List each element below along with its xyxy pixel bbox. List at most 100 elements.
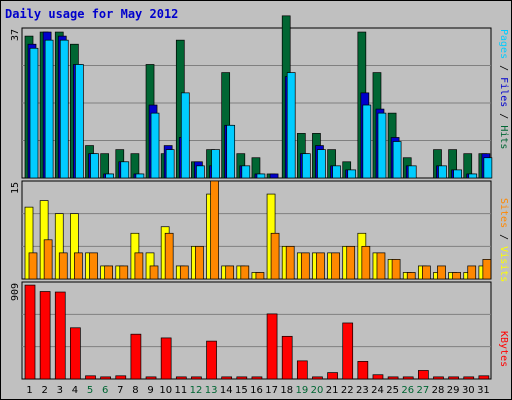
sites-bar: [422, 265, 431, 280]
legend-separator: /: [498, 228, 509, 247]
pages-bar: [90, 153, 99, 179]
sites-bar: [255, 272, 265, 280]
x-tick-label: 16: [250, 385, 263, 396]
pages-bar: [75, 64, 84, 179]
pages-bar: [120, 161, 130, 179]
x-tick-label: 23: [356, 385, 369, 396]
kbytes-bar: [296, 360, 308, 380]
x-tick-label: 14: [220, 385, 233, 396]
pages-bar: [180, 92, 190, 179]
pages-bar: [44, 39, 54, 179]
plot-area-visits-sites: [21, 180, 492, 280]
kbytes-bar: [221, 376, 233, 380]
sites-bar: [210, 180, 219, 280]
x-tick-label: 5: [87, 385, 93, 396]
x-tick-label: 27: [417, 385, 430, 396]
kbytes-bar: [448, 376, 459, 380]
x-tick-label: 9: [147, 385, 153, 396]
sites-bar: [361, 245, 371, 280]
sites-bar: [89, 252, 98, 280]
pages-bar: [241, 165, 251, 179]
sites-bar: [58, 252, 68, 280]
sites-bar: [195, 245, 204, 280]
kbytes-bar: [130, 333, 142, 380]
pages-bar: [196, 165, 205, 179]
sites-bar: [104, 265, 113, 280]
legend-kbytes: KBytes: [498, 331, 509, 368]
x-tick-label: 18: [280, 385, 293, 396]
sites-bar: [391, 259, 401, 280]
x-tick-label: 12: [190, 385, 203, 396]
legend-pages: Pages: [498, 29, 509, 60]
x-tick-label: 31: [477, 385, 490, 396]
kbytes-bar: [402, 376, 414, 380]
kbytes-bar: [145, 376, 157, 380]
kbytes-bar: [387, 376, 399, 380]
pages-bar: [347, 169, 357, 179]
x-tick-label: 21: [326, 385, 339, 396]
legend-hits: Hits: [498, 125, 509, 150]
legend-visits: Visits: [498, 246, 509, 283]
sites-bar: [119, 265, 129, 280]
sites-bar: [467, 265, 477, 280]
max-label-kbytes-panel: 909: [10, 282, 21, 301]
kbytes-bar: [251, 376, 263, 380]
legend-visits-panel: Sites / Visits: [498, 198, 509, 282]
kbytes-bar: [463, 376, 475, 380]
x-tick-label: 13: [205, 385, 218, 396]
x-tick-label: 19: [296, 385, 309, 396]
kbytes-bar: [160, 337, 172, 380]
kbytes-bar: [39, 291, 51, 380]
sites-bar: [225, 265, 235, 280]
pages-bar: [468, 173, 478, 179]
kbytes-bar: [24, 284, 36, 380]
legend-files: Files: [498, 77, 509, 108]
max-label-hits-panel: 37: [10, 28, 21, 41]
x-tick-label: 24: [371, 385, 384, 396]
x-tick-label: 29: [447, 385, 460, 396]
pages-bar: [59, 39, 69, 179]
kbytes-bar: [342, 322, 354, 380]
x-tick-label: 8: [132, 385, 138, 396]
pages-bar: [317, 149, 326, 179]
sites-bar: [331, 252, 340, 280]
sites-bar: [316, 252, 325, 280]
sites-bar: [270, 232, 280, 280]
pages-bar: [377, 112, 387, 179]
legend-hits-panel: Pages / Files / Hits: [498, 29, 509, 149]
max-label-visits-panel: 15: [10, 181, 21, 194]
x-tick-label: 3: [57, 385, 63, 396]
x-tick-label: 10: [159, 385, 172, 396]
legend-sites: Sites: [498, 198, 509, 229]
kbytes-bar: [433, 376, 444, 380]
pages-bar: [483, 157, 493, 179]
kbytes-bar: [312, 376, 323, 380]
pages-bar: [29, 47, 39, 179]
kbytes-bar: [100, 376, 111, 380]
pages-bar: [286, 72, 296, 179]
sites-bar: [164, 232, 174, 280]
x-tick-label: 2: [42, 385, 48, 396]
kbytes-bar: [372, 374, 384, 380]
legend-separator: /: [498, 107, 509, 126]
legend-kbytes-panel: KBytes: [498, 331, 509, 367]
pages-bar: [332, 165, 341, 179]
x-tick-label: 20: [311, 385, 324, 396]
pages-bar: [301, 153, 311, 179]
kbytes-bar: [191, 376, 202, 380]
sites-bar: [285, 245, 295, 280]
kbytes-bar: [357, 361, 369, 380]
pages-bar: [105, 173, 114, 179]
x-tick-label: 17: [265, 385, 278, 396]
x-tick-label: 7: [117, 385, 123, 396]
chart-title: Daily usage for May 2012: [5, 7, 179, 21]
pages-bar: [211, 149, 220, 179]
pages-bar: [256, 173, 266, 179]
x-tick-label: 4: [72, 385, 78, 396]
pages-bar: [392, 141, 402, 179]
sites-bar: [134, 252, 144, 280]
x-tick-label: 6: [102, 385, 108, 396]
sites-bar: [300, 252, 310, 280]
pages-bar: [226, 124, 236, 179]
